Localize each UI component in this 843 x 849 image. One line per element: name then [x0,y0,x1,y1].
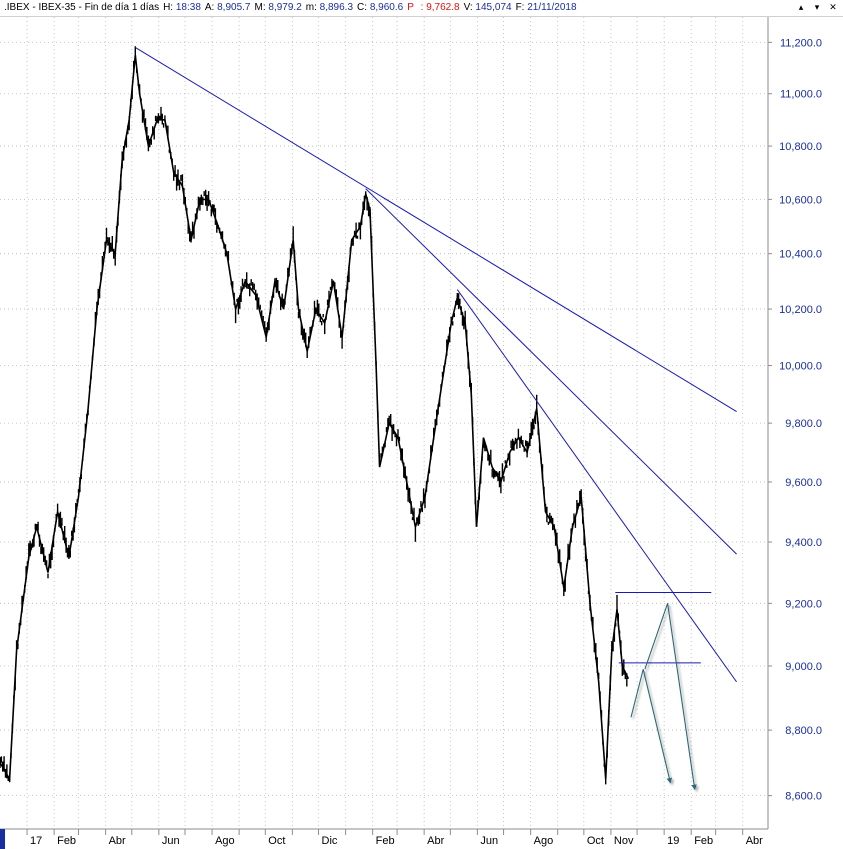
x-tick-label: Abr [746,835,763,847]
y-tick-label: 10,000.0 [779,361,822,373]
field-value-f: 21/11/2018 [527,2,577,13]
close-icon[interactable]: ✕ [829,2,837,12]
field-value-min: 8,896.3 [319,2,354,13]
field-label-p: P [407,2,414,13]
trendline [456,289,737,683]
price-series [0,46,630,785]
price-chart: 8,600.0 8,800.0 9,000.0 9,200.0 9,400.0 9,600… [0,17,822,847]
x-tick-label: Ago [215,835,235,847]
field-value-v: 145,074 [475,2,512,13]
field-label-c: C: [357,2,368,13]
y-tick-label: 10,200.0 [779,304,822,316]
trendline [365,188,737,555]
x-tick-label: Abr [109,835,126,847]
trendline [135,47,737,412]
y-axis: 8,600.0 8,800.0 9,000.0 9,200.0 9,400.0 9,600… [767,17,822,829]
corner-marker [0,829,5,849]
field-value-h: 18:38 [175,2,201,13]
field-label-h: H: [163,2,174,13]
projection-arrows [630,603,697,791]
y-tick-label: 9,600.0 [785,477,822,489]
y-tick-label: 10,800.0 [779,141,822,153]
y-tick-label: 9,000.0 [785,661,822,673]
price-bars [0,46,628,785]
y-tick-label: 9,400.0 [785,537,822,549]
field-label-v: V: [463,2,473,13]
projection-arrow [630,669,672,784]
x-tick-label: Feb [694,835,713,847]
x-tick-label: Dic [322,835,338,847]
field-value-m: 8,979.2 [268,2,302,13]
field-value-p: : 9,762.8 [420,2,460,13]
x-tick-label: 19 [667,835,679,847]
field-value-c: 8,960.6 [369,2,404,13]
chart-header: .IBEX - IBEX-35 - Fin de día 1 días H: 18… [0,0,843,17]
price-line [0,55,630,782]
trendlines [135,47,737,683]
x-tick-label: Nov [614,835,634,847]
y-tick-label: 9,200.0 [785,598,822,610]
y-tick-label: 8,600.0 [785,791,822,803]
field-label-f: F: [515,2,525,13]
projection-arrow [644,603,697,791]
window-controls: ▴ ▾ ✕ [795,2,839,14]
field-label-min: m: [305,2,317,13]
field-value-a: 8,905.7 [217,2,251,13]
x-tick-label: Feb [57,835,76,847]
y-tick-label: 11,200.0 [780,37,822,49]
field-label-m: M: [254,2,266,13]
x-tick-label: Oct [587,835,604,847]
y-tick-label: 10,400.0 [779,249,822,261]
chart-title: .IBEX - IBEX-35 - Fin de día 1 días [4,2,160,13]
x-tick-label: 17 [30,835,42,847]
x-tick-label: Jun [162,835,180,847]
scroll-up-icon[interactable]: ▴ [798,2,804,12]
y-tick-label: 9,800.0 [785,418,822,430]
x-axis: 17 Feb Abr Jun Ago Oct Dic Feb Abr Jun Ago Oct Nov 19… [0,828,768,847]
y-tick-label: 11,000.0 [780,89,822,101]
field-label-a: A: [204,2,215,13]
x-tick-label: Feb [376,835,395,847]
x-tick-label: Jun [480,835,498,847]
y-tick-label: 8,800.0 [785,725,822,737]
x-tick-label: Abr [427,835,444,847]
scroll-down-icon[interactable]: ▾ [814,2,820,12]
x-tick-label: Ago [534,835,554,847]
x-tick-label: Oct [268,835,285,847]
y-tick-label: 10,600.0 [779,194,822,206]
